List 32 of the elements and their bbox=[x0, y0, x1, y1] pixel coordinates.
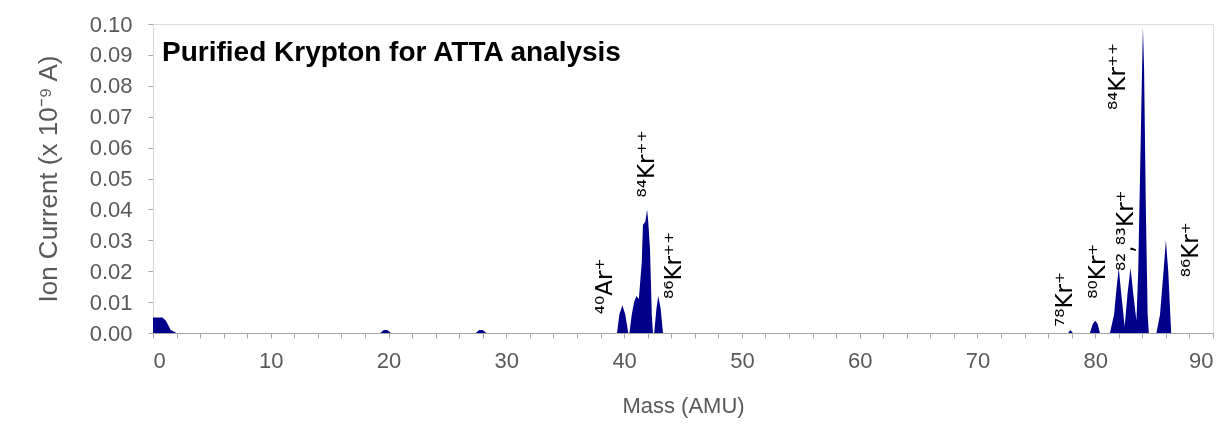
y-tick-label: 0.02 bbox=[89, 258, 133, 284]
x-tick-label: 40 bbox=[612, 347, 637, 373]
chart-title: Purified Krypton for ATTA analysis bbox=[162, 36, 621, 67]
y-tick-label: 0.06 bbox=[89, 135, 133, 161]
x-tick-label: 70 bbox=[965, 347, 991, 373]
x-tick-label: 20 bbox=[376, 347, 402, 373]
annotation: ⁸⁶Kr⁺⁺ bbox=[660, 231, 687, 299]
y-tick-label: 0.00 bbox=[89, 320, 133, 346]
annotation: ⁴⁰Ar⁺ bbox=[591, 258, 618, 315]
annotation: ⁸⁰Kr⁺ bbox=[1084, 243, 1111, 299]
annotation: ⁸²,⁸³Kr⁺ bbox=[1111, 190, 1138, 272]
y-tick-label: 0.05 bbox=[89, 166, 133, 191]
x-tick-label: 10 bbox=[259, 347, 284, 373]
annotation: ⁸⁴Kr⁺⁺ bbox=[633, 130, 660, 198]
x-axis-title: Mass (AMU) bbox=[622, 392, 745, 418]
y-tick-label: 0.01 bbox=[89, 289, 133, 315]
x-tick-label: 30 bbox=[494, 347, 520, 373]
y-axis-title: Ion Current (x 10⁻⁹ A) bbox=[32, 55, 63, 303]
annotation: ⁷⁸Kr⁺ bbox=[1051, 271, 1078, 327]
annotation: ⁸⁶Kr⁺ bbox=[1176, 222, 1203, 278]
x-tick-label: 80 bbox=[1083, 347, 1108, 373]
y-tick-label: 0.03 bbox=[89, 227, 133, 253]
x-tick-label: 90 bbox=[1189, 347, 1214, 373]
y-tick-label: 0.04 bbox=[89, 196, 133, 222]
x-tick-label: 50 bbox=[730, 347, 755, 373]
annotation: ⁸⁴Kr⁺⁺ bbox=[1103, 42, 1130, 111]
y-tick-label: 0.08 bbox=[89, 73, 133, 99]
y-tick-label: 0.07 bbox=[89, 104, 133, 130]
x-tick-label: 60 bbox=[847, 347, 873, 373]
y-tick-label: 0.09 bbox=[89, 42, 133, 68]
x-tick-label: 0 bbox=[153, 347, 166, 373]
y-tick-label: 0.10 bbox=[89, 11, 133, 37]
